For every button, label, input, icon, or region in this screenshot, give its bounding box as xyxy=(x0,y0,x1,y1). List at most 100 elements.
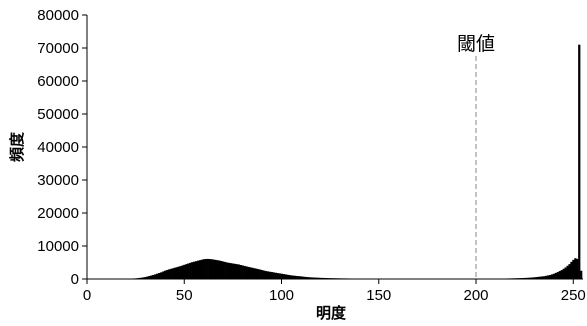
histogram-bar xyxy=(354,278,357,280)
histogram-bar xyxy=(366,278,369,280)
histogram-bar xyxy=(249,267,252,279)
histogram-bar xyxy=(282,274,285,279)
histogram-bar xyxy=(476,278,480,280)
histogram-bar xyxy=(494,278,497,280)
histogram-bar xyxy=(206,258,209,279)
histogram-bar xyxy=(309,277,312,279)
histogram-bar xyxy=(405,278,408,280)
histogram-bar xyxy=(397,278,400,280)
histogram-bar xyxy=(371,278,375,280)
histogram-bar xyxy=(161,271,165,279)
histogram-bar xyxy=(298,276,301,279)
histogram-bar xyxy=(329,278,332,279)
histogram-bar xyxy=(296,276,299,279)
histogram-bar xyxy=(564,267,567,279)
histogram-bar xyxy=(352,278,355,280)
histogram-bar xyxy=(140,277,143,279)
y-tick-label: 60000 xyxy=(37,73,79,90)
histogram-bar xyxy=(529,277,532,279)
histogram-bar xyxy=(220,261,223,279)
histogram-bar xyxy=(315,277,318,279)
histogram-bar xyxy=(247,266,250,279)
histogram-bar xyxy=(492,278,495,280)
x-tick-label: 200 xyxy=(464,287,489,304)
histogram-bar xyxy=(547,275,550,279)
x-tick-label: 150 xyxy=(366,287,391,304)
histogram-bar xyxy=(480,278,484,280)
histogram-bar xyxy=(362,278,365,280)
histogram-bar xyxy=(177,266,180,279)
histogram-bar xyxy=(414,278,417,280)
histogram-bar xyxy=(226,262,229,279)
histogram-bar xyxy=(531,277,534,279)
y-axis: 0 10000 20000 30000 40000 50000 60000 70000 8000… xyxy=(37,7,88,288)
histogram-bar xyxy=(193,261,196,279)
histogram-bar xyxy=(410,278,414,280)
histogram-bar xyxy=(167,269,170,279)
y-tick-label: 50000 xyxy=(37,106,79,123)
y-axis-label: 頻度 xyxy=(8,131,26,162)
histogram-bar xyxy=(263,270,266,279)
y-tick-label: 0 xyxy=(71,271,79,288)
y-tick-label: 40000 xyxy=(37,139,79,156)
histogram-bar xyxy=(218,260,221,279)
x-tick-label: 0 xyxy=(83,287,91,304)
histogram-bar xyxy=(395,278,398,280)
histogram-bar xyxy=(136,278,139,279)
histogram-bar xyxy=(243,265,246,279)
histogram-bar xyxy=(327,278,330,279)
histogram-bar xyxy=(274,272,277,279)
histogram-bar xyxy=(566,265,569,279)
histogram-bar xyxy=(576,258,579,279)
histogram-bar xyxy=(471,278,474,280)
histogram-bar xyxy=(465,278,468,280)
histogram-bar xyxy=(389,278,392,280)
histogram-bar xyxy=(434,278,437,280)
histogram-bar xyxy=(333,278,336,279)
histogram-bar xyxy=(264,271,268,279)
histogram-bar xyxy=(342,278,346,279)
histogram-bar xyxy=(253,268,256,279)
histogram-bar xyxy=(453,278,456,280)
histogram-bar xyxy=(338,278,342,279)
y-tick-label: 30000 xyxy=(37,172,79,189)
histogram-bar xyxy=(142,277,145,279)
histogram-bar xyxy=(350,278,353,279)
histogram-bar xyxy=(568,264,571,279)
histogram-bar xyxy=(128,278,132,280)
histogram-bar xyxy=(119,278,122,280)
histogram-bar xyxy=(165,270,169,279)
histogram-bar xyxy=(360,278,363,280)
histogram-bar xyxy=(321,277,324,279)
histogram-bar xyxy=(288,275,291,279)
histogram-bar xyxy=(251,267,254,279)
histogram-bar xyxy=(134,278,137,279)
histogram-bar xyxy=(198,260,202,279)
histogram-bar xyxy=(403,278,406,280)
histogram-bar xyxy=(482,278,486,280)
histogram-bar xyxy=(212,259,215,279)
histogram-bar xyxy=(194,261,198,279)
histogram-bar xyxy=(233,263,237,279)
histogram-bar xyxy=(469,278,472,280)
histogram-bar xyxy=(216,260,219,279)
histogram-bar xyxy=(124,278,128,280)
histogram-bar xyxy=(344,278,347,279)
histogram-bar xyxy=(237,264,240,279)
histogram-bar xyxy=(292,275,295,279)
histogram-bar xyxy=(428,278,431,280)
histogram-bar xyxy=(358,278,361,280)
histogram-bar xyxy=(276,273,279,279)
histogram-bar xyxy=(422,278,425,280)
histogram-bar xyxy=(416,278,419,280)
histogram-bar xyxy=(377,278,381,280)
histogram-bar xyxy=(459,278,462,280)
y-tick-label: 70000 xyxy=(37,40,79,57)
histogram-bar xyxy=(533,277,536,279)
histogram-bar xyxy=(406,278,410,280)
histogram-bar xyxy=(202,259,205,279)
histogram-bar xyxy=(550,274,554,279)
histogram-bar xyxy=(519,278,523,279)
histogram-bar xyxy=(323,277,326,279)
